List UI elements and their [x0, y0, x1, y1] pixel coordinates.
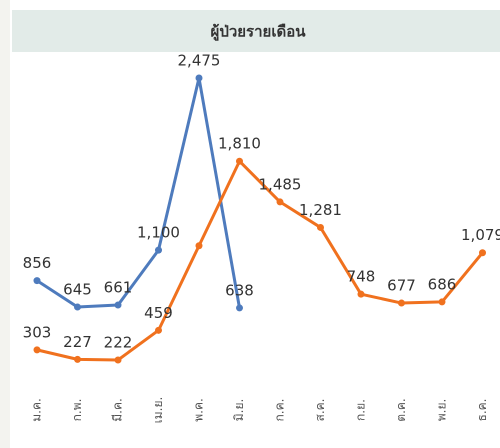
x-tick-label: ต.ค.	[394, 398, 408, 421]
x-tick-label: ส.ค.	[313, 399, 327, 422]
chart-title: ผู้ป่วยรายเดือน	[211, 23, 307, 42]
value-label: 303	[23, 323, 52, 341]
x-tick-label: เม.ย.	[151, 397, 165, 424]
value-label: 638	[225, 281, 254, 299]
title-bar	[12, 10, 500, 52]
series-line	[36, 159, 484, 362]
x-tick-label: ธ.ค.	[475, 399, 489, 422]
point	[195, 242, 203, 250]
value-label: 748	[347, 268, 376, 286]
point	[74, 355, 81, 363]
point	[236, 304, 243, 312]
point	[357, 290, 365, 298]
value-label: 645	[63, 281, 92, 299]
series-line	[36, 76, 241, 309]
point	[74, 303, 81, 311]
value-label: 1,281	[299, 201, 342, 219]
point	[114, 356, 122, 364]
value-label: 2,475	[178, 52, 221, 70]
x-tick-label: พ.ค.	[192, 398, 206, 422]
value-label: 1,810	[218, 135, 261, 153]
x-tick-label: ก.พ.	[70, 399, 84, 422]
point	[479, 249, 486, 257]
value-label: 1,485	[259, 175, 302, 193]
point	[317, 223, 324, 231]
value-label: 222	[104, 334, 133, 352]
value-label: 686	[428, 275, 457, 293]
point	[438, 298, 446, 306]
point	[114, 301, 122, 309]
value-label: 1,079	[461, 226, 500, 244]
value-label: 227	[63, 333, 92, 351]
value-label: 459	[144, 304, 173, 322]
x-tick-label: ก.ย.	[354, 399, 368, 421]
x-tick-label: ก.ค.	[273, 399, 287, 422]
value-label: 1,100	[137, 224, 180, 242]
value-label: 677	[387, 277, 416, 295]
point	[155, 246, 162, 254]
value-label: 856	[23, 254, 52, 272]
point	[33, 346, 41, 354]
point	[276, 198, 284, 206]
point	[33, 277, 41, 285]
point	[155, 326, 162, 334]
side-panel	[0, 0, 10, 448]
x-tick-label: ม.ค.	[30, 398, 44, 422]
x-tick-label: พ.ย.	[435, 399, 449, 422]
x-tick-label: มี.ค.	[111, 398, 125, 422]
point	[236, 157, 243, 165]
x-tick-label: มิ.ย.	[232, 399, 246, 422]
point	[195, 74, 203, 82]
value-label: 661	[104, 279, 133, 297]
point	[398, 299, 405, 307]
